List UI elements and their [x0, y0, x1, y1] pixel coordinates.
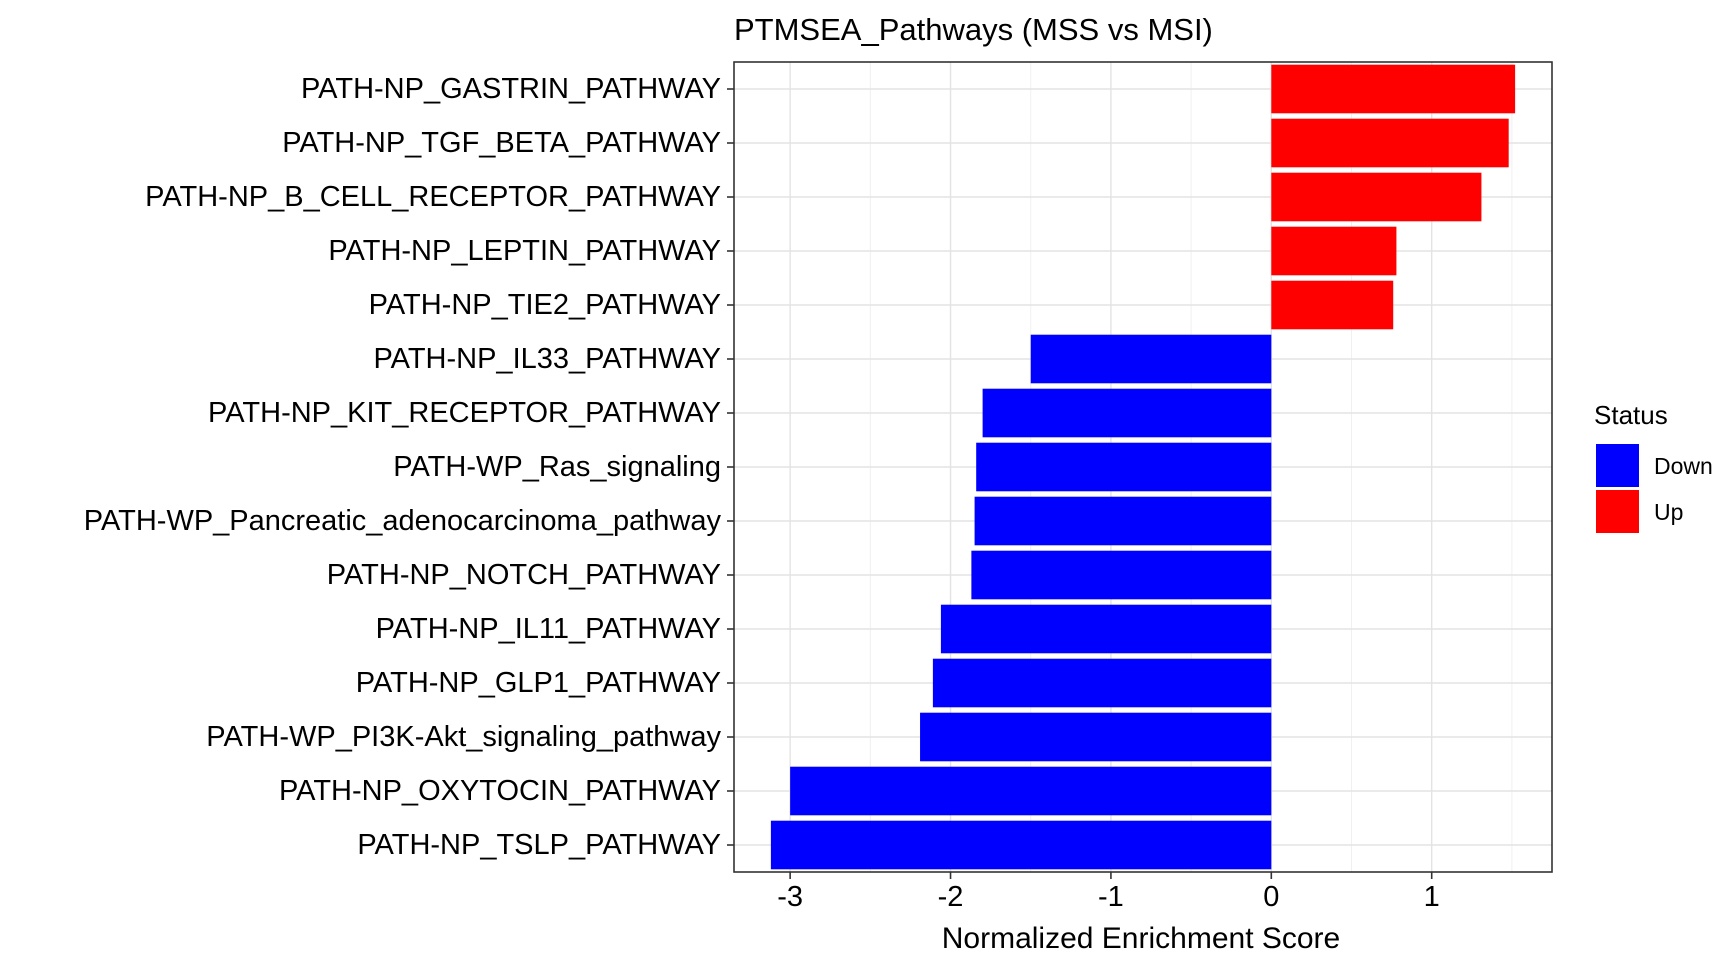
bar-down: [974, 496, 1272, 546]
bar-up: [1271, 118, 1509, 168]
y-tick-label: PATH-WP_PI3K-Akt_signaling_pathway: [206, 721, 721, 753]
y-tick-label: PATH-NP_B_CELL_RECEPTOR_PATHWAY: [145, 181, 721, 213]
x-axis: -3 -2 -1 0 1: [777, 872, 1440, 913]
x-tick-label: 1: [1424, 881, 1440, 913]
y-tick-label: PATH-NP_GASTRIN_PATHWAY: [301, 73, 721, 105]
bar-up: [1271, 226, 1397, 276]
y-tick-label: PATH-WP_Pancreatic_adenocarcinoma_pathwa…: [84, 505, 722, 537]
legend-title: Status: [1594, 400, 1668, 430]
bar-down: [920, 712, 1272, 762]
y-tick-label: PATH-NP_IL11_PATHWAY: [376, 613, 721, 645]
y-tick-label: PATH-WP_Ras_signaling: [393, 451, 721, 483]
bar-down: [790, 766, 1272, 816]
x-tick-label: -1: [1098, 881, 1124, 913]
y-axis: PATH-NP_GASTRIN_PATHWAY PATH-NP_TGF_BETA_…: [84, 73, 734, 861]
bar-up: [1271, 280, 1394, 330]
bar-up: [1271, 64, 1516, 114]
y-tick-label: PATH-NP_TSLP_PATHWAY: [357, 829, 721, 861]
x-tick-label: -2: [938, 881, 964, 913]
legend-label: Up: [1654, 499, 1683, 525]
y-tick-label: PATH-NP_OXYTOCIN_PATHWAY: [279, 775, 721, 807]
x-axis-title: Normalized Enrichment Score: [942, 922, 1340, 955]
y-tick-label: PATH-NP_GLP1_PATHWAY: [356, 667, 721, 699]
legend-key-down: [1596, 444, 1639, 487]
x-tick-label: -3: [777, 881, 803, 913]
x-tick-label: 0: [1263, 881, 1279, 913]
bar-down: [976, 442, 1272, 492]
y-tick-label: PATH-NP_IL33_PATHWAY: [373, 343, 721, 375]
bar-down: [1030, 334, 1272, 384]
bar-up: [1271, 172, 1482, 222]
y-tick-label: PATH-NP_NOTCH_PATHWAY: [327, 559, 721, 591]
legend: Status Down Up: [1594, 400, 1713, 533]
bar-down: [982, 388, 1272, 438]
y-tick-label: PATH-NP_TIE2_PATHWAY: [369, 289, 721, 321]
legend-label: Down: [1654, 453, 1713, 479]
bar-layer: [770, 64, 1516, 870]
y-tick-label: PATH-NP_LEPTIN_PATHWAY: [328, 235, 721, 267]
bar-down: [971, 550, 1272, 600]
bar-down: [940, 604, 1272, 654]
y-tick-label: PATH-NP_TGF_BETA_PATHWAY: [282, 127, 721, 159]
y-tick-label: PATH-NP_KIT_RECEPTOR_PATHWAY: [208, 397, 721, 429]
bar-down: [932, 658, 1272, 708]
legend-key-up: [1596, 490, 1639, 533]
chart-title: PTMSEA_Pathways (MSS vs MSI): [734, 12, 1213, 47]
bar-down: [770, 820, 1272, 870]
